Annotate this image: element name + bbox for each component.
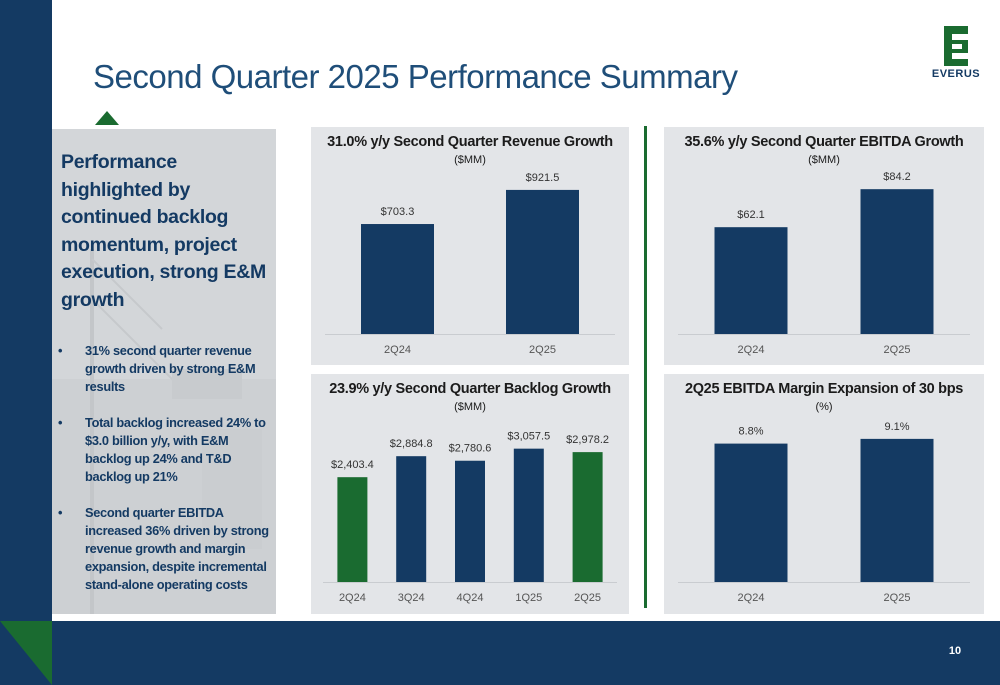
bar xyxy=(714,443,788,582)
highlight-text: Total backlog increased 24% to $3.0 bill… xyxy=(85,415,266,484)
data-label: 9.1% xyxy=(884,421,909,433)
bullet-icon: • xyxy=(58,415,63,430)
everus-logo-icon xyxy=(944,26,968,66)
ebitda-growth-chart: 35.6% y/y Second Quarter EBITDA Growth (… xyxy=(664,127,984,365)
ebitda-margin-chart: 2Q25 EBITDA Margin Expansion of 30 bps (… xyxy=(664,374,984,614)
x-tick-label: 4Q24 xyxy=(457,592,484,604)
chart-subtitle: ($MM) xyxy=(808,154,840,166)
x-tick-label: 2Q24 xyxy=(738,592,765,604)
x-tick-label: 2Q24 xyxy=(339,592,366,604)
x-tick-label: 2Q24 xyxy=(738,344,765,356)
left-accent-bar xyxy=(0,0,52,685)
page-number: 10 xyxy=(948,645,962,657)
logo-wordmark: EVERUS xyxy=(931,68,981,80)
revenue-bar-plot: $703.3 2Q24 $921.5 2Q25 xyxy=(325,172,615,356)
corner-accent-icon xyxy=(0,621,52,685)
chart-subtitle: (%) xyxy=(815,401,833,413)
performance-panel: Performance highlighted by continued bac… xyxy=(52,129,276,614)
bar xyxy=(455,460,485,582)
chart-title: 31.0% y/y Second Quarter Revenue Growth xyxy=(327,134,613,150)
chart-title: 23.9% y/y Second Quarter Backlog Growth xyxy=(329,381,611,397)
bullet-icon: • xyxy=(58,505,63,520)
panel-headline: Performance highlighted by continued bac… xyxy=(61,151,266,311)
highlight-item: • Total backlog increased 24% to $3.0 bil… xyxy=(58,414,272,486)
triangle-marker-icon xyxy=(95,111,119,125)
highlight-item: • 31% second quarter revenue growth drive… xyxy=(58,342,272,396)
data-label: $3,057.5 xyxy=(507,431,550,443)
x-tick-label: 1Q25 xyxy=(515,592,542,604)
footer-bar xyxy=(0,621,1000,685)
x-tick-label: 2Q25 xyxy=(884,592,911,604)
bar xyxy=(714,227,788,334)
x-tick-label: 2Q25 xyxy=(574,592,601,604)
data-label: $2,403.4 xyxy=(331,459,374,471)
page-title: Second Quarter 2025 Performance Summary xyxy=(93,58,738,95)
chart-title: 35.6% y/y Second Quarter EBITDA Growth xyxy=(684,134,964,150)
bar xyxy=(860,189,934,334)
chart-subtitle: ($MM) xyxy=(454,154,486,166)
bar xyxy=(506,189,579,334)
data-label: 8.8% xyxy=(738,426,763,438)
x-tick-label: 2Q25 xyxy=(529,344,556,356)
data-label: $2,780.6 xyxy=(449,443,492,455)
highlight-text: 31% second quarter revenue growth driven… xyxy=(85,343,256,394)
bar xyxy=(860,438,934,582)
backlog-bar-plot: $2,403.4 2Q24 $2,884.8 3Q24 $2,780.6 4Q24 $3,0… xyxy=(323,431,617,604)
chart-title: 2Q25 EBITDA Margin Expansion of 30 bps xyxy=(684,381,964,397)
bar xyxy=(513,448,544,582)
data-label: $921.5 xyxy=(526,172,560,184)
bar xyxy=(572,452,603,582)
data-label: $2,884.8 xyxy=(390,438,433,450)
construction-photo-background xyxy=(52,129,276,614)
backlog-growth-chart: 23.9% y/y Second Quarter Backlog Growth … xyxy=(311,374,629,614)
bar xyxy=(361,224,434,334)
bar xyxy=(337,477,368,582)
data-label: $2,978.2 xyxy=(566,434,609,446)
bar xyxy=(396,456,427,582)
x-tick-label: 3Q24 xyxy=(398,592,425,604)
ebitda-bar-plot: $62.1 2Q24 $84.2 2Q25 xyxy=(678,171,970,356)
x-tick-label: 2Q25 xyxy=(884,344,911,356)
highlight-item: • Second quarter EBITDA increased 36% dri… xyxy=(58,504,272,594)
revenue-growth-chart: 31.0% y/y Second Quarter Revenue Growth … xyxy=(311,127,629,365)
data-label: $703.3 xyxy=(381,206,415,218)
chart-subtitle: ($MM) xyxy=(454,401,486,413)
margin-bar-plot: 8.8% 2Q24 9.1% 2Q25 xyxy=(678,421,970,604)
data-label: $84.2 xyxy=(883,171,911,183)
green-divider xyxy=(644,126,647,608)
highlight-text: Second quarter EBITDA increased 36% driv… xyxy=(85,505,269,592)
highlights-list: • 31% second quarter revenue growth drive… xyxy=(58,342,272,612)
bullet-icon: • xyxy=(58,343,63,358)
x-tick-label: 2Q24 xyxy=(384,344,411,356)
data-label: $62.1 xyxy=(737,209,765,221)
